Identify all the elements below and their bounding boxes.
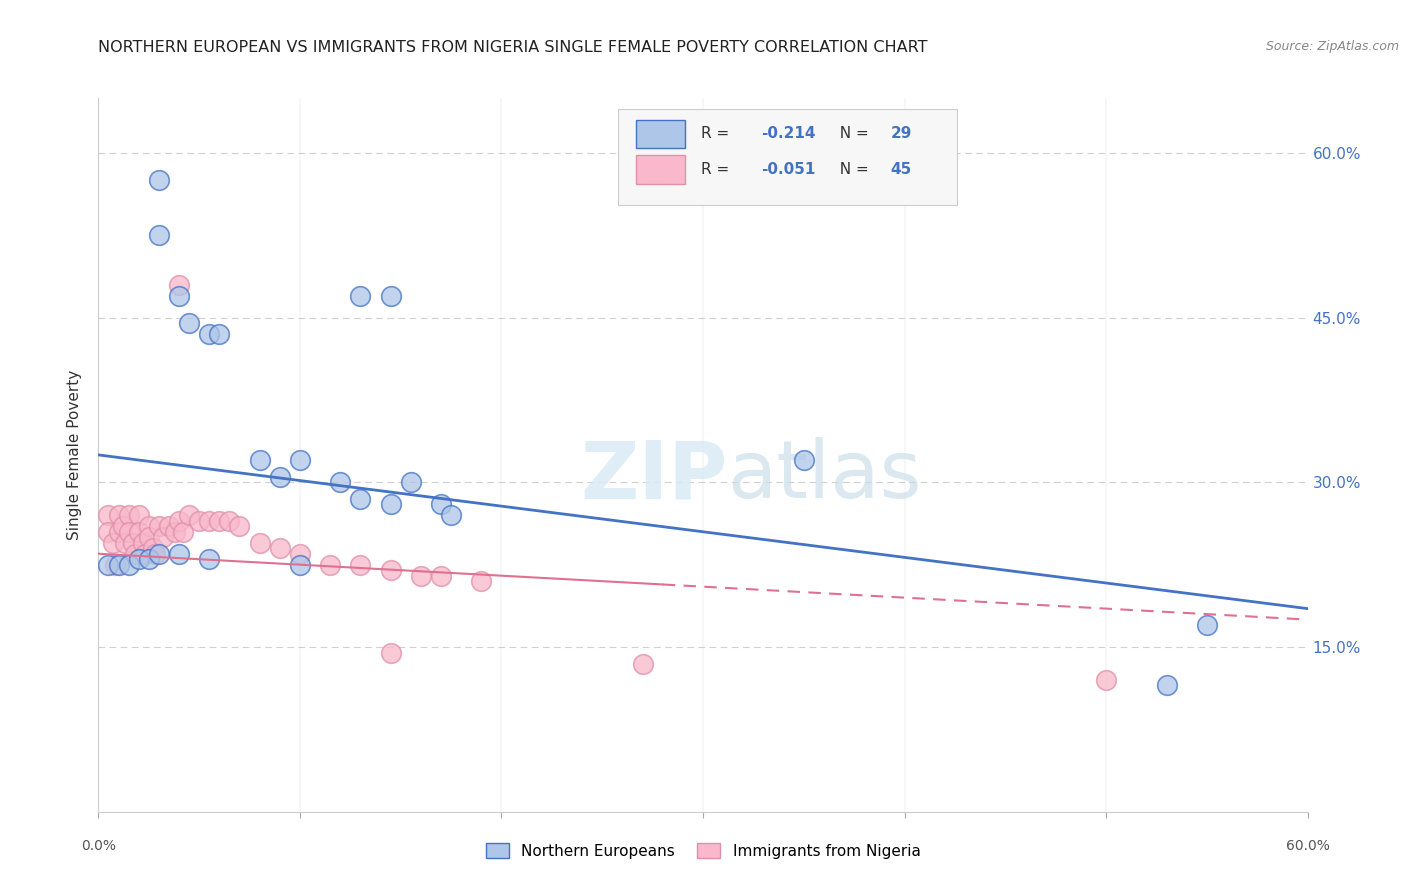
Point	[138, 519, 160, 533]
Point	[148, 173, 170, 187]
Point	[121, 535, 143, 549]
Point	[167, 547, 190, 561]
Text: R =: R =	[700, 162, 734, 177]
Text: 45: 45	[890, 162, 911, 177]
Point	[198, 552, 221, 566]
Text: ZIP: ZIP	[579, 437, 727, 516]
Point	[631, 657, 654, 671]
Point	[399, 475, 422, 490]
Point	[143, 547, 166, 561]
Point	[218, 514, 240, 528]
Point	[1095, 673, 1118, 687]
Text: N =: N =	[830, 162, 873, 177]
Point	[249, 535, 271, 549]
Point	[249, 453, 271, 467]
Point	[440, 508, 463, 523]
Text: atlas: atlas	[727, 437, 921, 516]
Point	[198, 327, 221, 342]
Point	[138, 552, 160, 566]
Point	[1195, 618, 1218, 632]
Point	[167, 289, 190, 303]
Point	[228, 519, 250, 533]
Point	[138, 530, 160, 544]
Y-axis label: Single Female Poverty: Single Female Poverty	[67, 370, 83, 540]
Point	[97, 508, 120, 523]
Point	[97, 558, 120, 572]
Text: R =: R =	[700, 127, 734, 141]
Point	[380, 563, 402, 577]
Point	[269, 541, 291, 556]
Text: 0.0%: 0.0%	[82, 839, 115, 853]
Point	[124, 547, 146, 561]
FancyBboxPatch shape	[619, 109, 957, 205]
Point	[188, 514, 211, 528]
Point	[128, 524, 150, 539]
Point	[288, 453, 311, 467]
Point	[107, 558, 129, 572]
Point	[470, 574, 492, 589]
Point	[349, 558, 371, 572]
Point	[172, 524, 194, 539]
Point	[288, 547, 311, 561]
Point	[148, 547, 170, 561]
Bar	[637, 120, 685, 148]
Point	[132, 535, 155, 549]
Point	[349, 491, 371, 506]
Text: N =: N =	[830, 127, 873, 141]
Point	[118, 508, 141, 523]
Point	[107, 524, 129, 539]
Point	[208, 327, 231, 342]
Text: -0.051: -0.051	[761, 162, 815, 177]
Point	[157, 519, 180, 533]
Point	[128, 552, 150, 566]
Point	[148, 519, 170, 533]
Point	[430, 497, 453, 511]
Point	[167, 277, 190, 292]
Point	[208, 514, 231, 528]
Point	[152, 530, 174, 544]
Point	[198, 514, 221, 528]
Point	[288, 558, 311, 572]
Point	[114, 535, 136, 549]
Point	[409, 568, 432, 582]
Point	[380, 646, 402, 660]
Text: 60.0%: 60.0%	[1285, 839, 1330, 853]
Text: NORTHERN EUROPEAN VS IMMIGRANTS FROM NIGERIA SINGLE FEMALE POVERTY CORRELATION C: NORTHERN EUROPEAN VS IMMIGRANTS FROM NIG…	[98, 40, 928, 55]
Point	[134, 547, 156, 561]
Point	[142, 541, 165, 556]
Point	[430, 568, 453, 582]
Text: 29: 29	[890, 127, 912, 141]
Point	[269, 470, 291, 484]
Point	[167, 514, 190, 528]
Point	[179, 508, 201, 523]
Point	[128, 508, 150, 523]
Point	[118, 558, 141, 572]
Point	[163, 524, 186, 539]
Point	[118, 524, 141, 539]
Point	[793, 453, 815, 467]
Point	[179, 316, 201, 330]
Point	[97, 524, 120, 539]
Legend: Northern Europeans, Immigrants from Nigeria: Northern Europeans, Immigrants from Nige…	[479, 837, 927, 864]
Point	[101, 535, 124, 549]
Point	[349, 289, 371, 303]
Point	[380, 497, 402, 511]
Bar	[637, 155, 685, 184]
Point	[148, 228, 170, 243]
Point	[329, 475, 352, 490]
Point	[107, 508, 129, 523]
Point	[103, 558, 125, 572]
Point	[1156, 678, 1178, 692]
Point	[380, 289, 402, 303]
Point	[319, 558, 342, 572]
Text: Source: ZipAtlas.com: Source: ZipAtlas.com	[1265, 40, 1399, 54]
Point	[111, 519, 134, 533]
Text: -0.214: -0.214	[761, 127, 815, 141]
